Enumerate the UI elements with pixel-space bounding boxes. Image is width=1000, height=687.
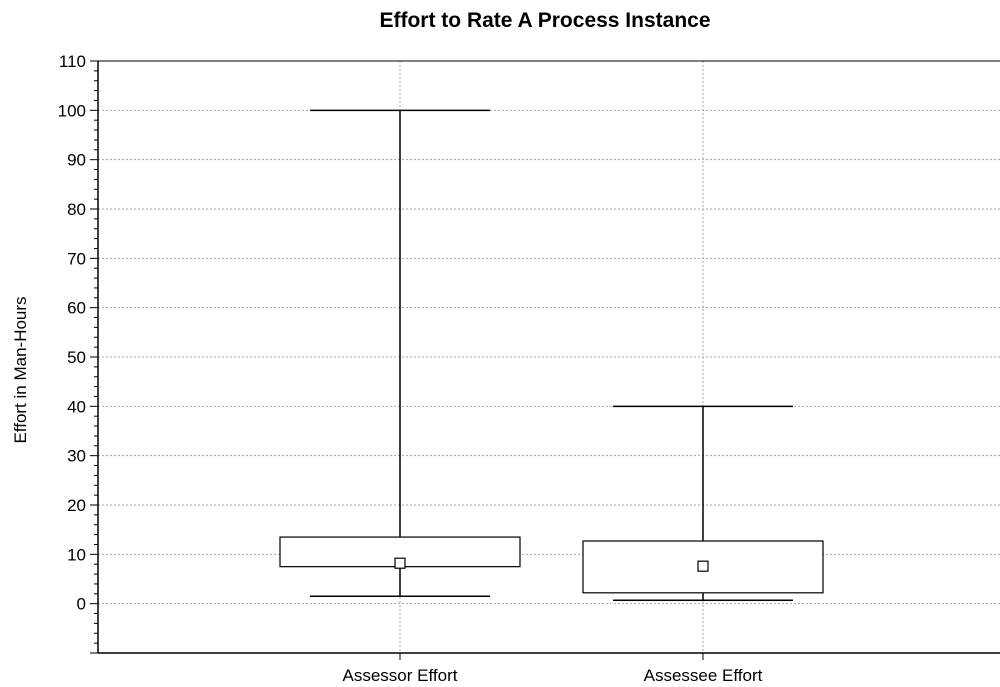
y-tick-label: 10 — [67, 545, 86, 564]
x-tick-label: Assessor Effort — [343, 666, 458, 685]
y-axis-label: Effort in Man-Hours — [11, 296, 30, 443]
grid-lines — [98, 61, 1000, 653]
y-tick-label: 60 — [67, 299, 86, 318]
center-marker — [697, 560, 709, 572]
box-assessor — [279, 109, 521, 598]
y-tick-label: 110 — [59, 52, 86, 71]
y-tick-label: 100 — [58, 101, 86, 120]
center-marker — [394, 557, 406, 569]
y-tick-label: 20 — [67, 496, 86, 515]
y-tick-label: 0 — [77, 595, 86, 614]
y-tick-label: 80 — [67, 200, 86, 219]
boxes — [279, 109, 824, 601]
x-tick-label: Assessee Effort — [644, 666, 763, 685]
y-tick-label: 40 — [67, 397, 86, 416]
box-assessee — [582, 405, 824, 601]
y-tick-label: 30 — [67, 447, 86, 466]
y-tick-label: 70 — [67, 249, 86, 268]
chart-title: Effort to Rate A Process Instance — [379, 9, 710, 32]
y-tick-label: 90 — [67, 151, 86, 170]
tick-labels: 0 10 20 30 40 50 60 70 80 90 100 110 Assessor Effort… — [58, 52, 763, 685]
y-tick-label: 50 — [67, 348, 86, 367]
axes — [90, 60, 1000, 660]
